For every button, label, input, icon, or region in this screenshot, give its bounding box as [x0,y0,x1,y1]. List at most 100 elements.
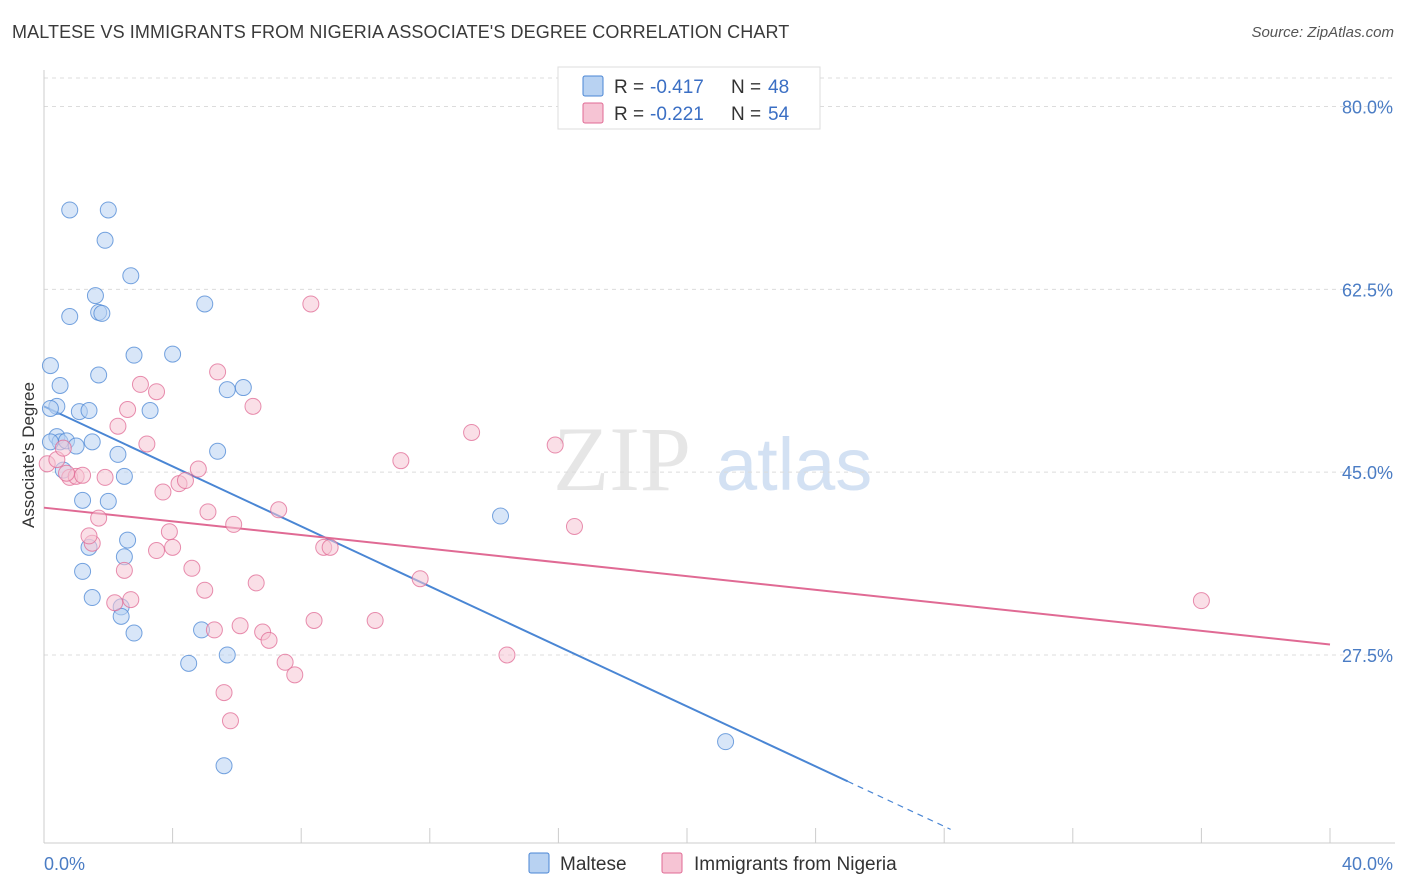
nigeria-point-44 [366,612,384,630]
maltese-point-33 [119,531,137,549]
nigeria-point-47 [463,423,481,441]
nigeria-point-26 [199,503,217,521]
maltese-point-18 [196,295,214,313]
maltese-point-32 [492,507,510,525]
maltese-point-23 [234,379,252,397]
maltese-point-8 [80,402,98,420]
maltese-point-39 [112,607,130,625]
maltese-point-2 [51,376,69,394]
nigeria-point-16 [148,542,166,560]
bottom-legend-swatch-maltese [528,852,550,874]
maltese-point-3 [41,399,59,417]
legend-n-value-1: 48 [768,77,789,98]
maltese-point-22 [218,381,236,399]
nigeria-point-14 [131,375,149,393]
nigeria-point-9 [96,468,114,486]
nigeria-point-31 [221,712,239,730]
maltese-point-13 [122,267,140,285]
nigeria-point-53 [58,464,76,482]
nigeria-point-37 [270,501,288,519]
nigeria-point-32 [231,617,249,635]
legend-r-value-1: -0.417 [650,77,704,98]
nigeria-point-20 [164,538,182,556]
y-tick-label-3: 80.0% [1342,98,1393,118]
maltese-point-40 [125,624,143,642]
y-tick-label-2: 62.5% [1342,280,1393,300]
nigeria-point-23 [183,559,201,577]
trend-line-0 [43,405,849,783]
maltese-point-43 [218,646,236,664]
maltese-point-21 [90,366,108,384]
nigeria-point-52 [106,594,124,612]
nigeria-point-45 [392,452,410,470]
x-tick-label-1: 40.0% [1342,854,1393,874]
maltese-point-24 [141,402,159,420]
legend-r-label-1: R = [614,77,644,98]
nigeria-point-38 [276,653,294,671]
maltese-point-45 [215,757,233,775]
nigeria-point-24 [189,460,207,478]
nigeria-point-40 [302,295,320,313]
maltese-point-42 [180,654,198,672]
maltese-point-0 [41,357,59,375]
trend-line-1 [43,506,1331,646]
y-tick-label-1: 45.0% [1342,463,1393,483]
maltese-point-14 [86,287,104,305]
x-tick-label-0: 0.0% [44,854,85,874]
bottom-legend-swatch-nigeria [661,852,683,874]
maltese-point-36 [74,562,92,580]
maltese-point-17 [93,304,111,322]
maltese-point-28 [115,467,133,485]
watermark-zip: ZIP [553,408,691,510]
maltese-point-10 [61,201,79,219]
nigeria-point-29 [215,684,233,702]
nigeria-point-10 [109,417,127,435]
watermark-atlas: atlas [716,423,872,506]
maltese-point-26 [209,442,227,460]
nigeria-point-13 [122,591,140,609]
x-tick-labels: 0.0% 40.0% [44,854,1393,874]
nigeria-point-19 [160,523,178,541]
maltese-point-20 [164,345,182,363]
nigeria-point-41 [305,612,323,630]
nigeria-point-46 [411,570,429,588]
legend-n-value-2: 54 [768,104,790,125]
legend-swatch-nigeria [582,102,604,124]
bottom-legend-maltese: Maltese [560,854,627,875]
nigeria-point-12 [119,400,137,418]
nigeria-point-17 [148,383,166,401]
legend-n-label-2: N = [731,104,761,125]
maltese-point-15 [61,308,79,326]
y-tick-label-0: 27.5% [1342,646,1393,666]
nigeria-point-25 [196,581,214,599]
nigeria-point-34 [247,574,265,592]
correlation-legend: R = -0.417 N = 48 R = -0.221 N = 54 [557,66,821,130]
nigeria-point-36 [260,631,278,649]
nigeria-point-18 [154,483,172,501]
nigeria-point-33 [244,397,262,415]
series-legend: Maltese Immigrants from Nigeria [528,852,897,875]
trend-lines [43,405,1331,830]
maltese-point-19 [125,346,143,364]
nigeria-point-5 [74,466,92,484]
watermark: ZIP atlas [553,408,872,510]
maltese-point-11 [99,201,117,219]
legend-r-value-2: -0.221 [650,104,704,125]
maltese-point-44 [717,733,735,751]
nigeria-point-15 [138,435,156,453]
nigeria-point-27 [205,621,223,639]
chart-title: MALTESE VS IMMIGRANTS FROM NIGERIA ASSOC… [12,22,790,42]
nigeria-point-30 [225,515,243,533]
nigeria-point-2 [54,439,72,457]
nigeria-point-50 [565,517,583,535]
y-tick-labels: 27.5% 45.0% 62.5% 80.0% [1342,98,1393,666]
legend-n-label-1: N = [731,77,761,98]
maltese-point-37 [83,589,101,607]
gridlines [44,77,1395,656]
nigeria-point-11 [115,561,133,579]
data-points [38,201,1210,775]
nigeria-point-22 [176,472,194,490]
nigeria-point-48 [498,646,516,664]
nigeria-point-49 [546,436,564,454]
